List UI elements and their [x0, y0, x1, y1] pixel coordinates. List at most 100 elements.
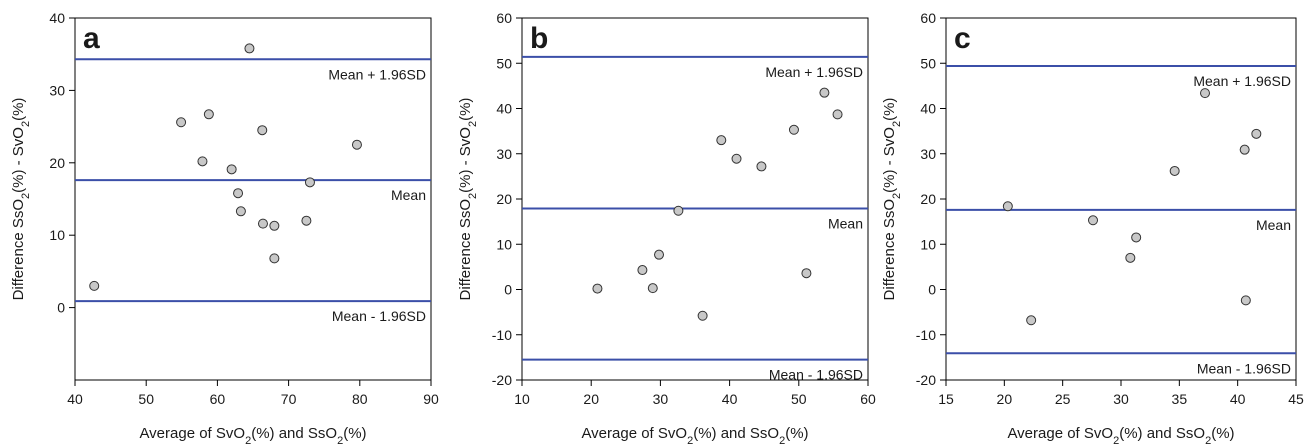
y-tick-label: 50: [920, 55, 936, 71]
x-tick-label: 30: [1113, 391, 1129, 407]
x-tick-label: 30: [653, 391, 669, 407]
data-point: [351, 139, 362, 150]
data-point: [801, 268, 812, 279]
y-tick-label: 20: [920, 191, 936, 207]
y-tick-label: -10: [492, 327, 512, 343]
x-tick-label: 50: [138, 391, 154, 407]
data-point: [1002, 201, 1013, 212]
y-tick-label: 40: [920, 101, 936, 117]
data-point: [697, 310, 708, 321]
x-tick-label: 70: [281, 391, 297, 407]
data-point: [1169, 165, 1180, 176]
data-point: [673, 205, 684, 216]
x-tick-label: 80: [352, 391, 368, 407]
x-tick-label: 90: [423, 391, 439, 407]
reference-line-label: Mean - 1.96SD: [769, 367, 863, 383]
reference-line-label: Mean: [1256, 217, 1291, 233]
data-point: [233, 188, 244, 199]
x-axis-title: Average of SvO2(%) and SsO2(%): [581, 425, 808, 446]
y-tick-label: -20: [916, 372, 936, 388]
data-point: [203, 109, 214, 120]
data-point: [197, 156, 208, 167]
y-tick-label: 60: [496, 10, 512, 26]
x-tick-label: 50: [791, 391, 807, 407]
x-tick-label: 40: [722, 391, 738, 407]
y-tick-label: 10: [920, 236, 936, 252]
reference-line-label: Mean - 1.96SD: [1197, 360, 1291, 376]
data-point: [592, 283, 603, 294]
data-point: [301, 215, 312, 226]
data-point: [244, 43, 255, 54]
data-point: [637, 265, 648, 276]
data-point: [176, 117, 187, 128]
reference-line-label: Mean + 1.96SD: [765, 64, 863, 80]
x-tick-label: 60: [210, 391, 226, 407]
chart-panel-b: 10 20 30 40 50 60 -20 -10 0 10 20 30 40 50 60 Mean + 1.…: [457, 10, 876, 446]
data-point: [1239, 144, 1250, 155]
x-tick-label: 25: [1055, 391, 1071, 407]
y-tick-label: 10: [496, 236, 512, 252]
x-tick-label: 60: [860, 391, 876, 407]
data-point: [832, 109, 843, 120]
x-tick-label: 35: [1172, 391, 1188, 407]
data-point: [788, 124, 799, 135]
data-point: [1125, 252, 1136, 263]
reference-line-label: Mean: [391, 187, 426, 203]
data-point: [304, 177, 315, 188]
data-point: [647, 283, 658, 294]
data-point: [1088, 215, 1098, 226]
panel-letter: c: [954, 22, 971, 55]
y-tick-label: 10: [49, 227, 65, 243]
data-point: [1240, 295, 1251, 306]
y-tick-label: -10: [916, 327, 936, 343]
data-point: [1026, 315, 1037, 326]
y-tick-label: 0: [928, 282, 936, 298]
x-tick-label: 15: [938, 391, 954, 407]
x-tick-label: 20: [997, 391, 1013, 407]
y-tick-label: 40: [496, 101, 512, 117]
reference-line-label: Mean + 1.96SD: [328, 66, 426, 82]
y-tick-label: 60: [920, 10, 936, 26]
y-tick-label: 30: [920, 146, 936, 162]
data-point: [257, 125, 268, 136]
x-tick-label: 40: [67, 391, 83, 407]
x-tick-label: 40: [1230, 391, 1246, 407]
x-tick-label: 45: [1288, 391, 1304, 407]
y-tick-label: 20: [49, 155, 65, 171]
reference-line-label: Mean: [828, 216, 863, 232]
data-point: [1200, 88, 1210, 99]
data-point: [226, 164, 237, 175]
data-point: [731, 153, 742, 164]
data-point: [257, 218, 268, 229]
data-point: [654, 249, 665, 260]
data-point: [235, 206, 246, 217]
y-axis-title: Difference SsO2(%) - SvO2(%): [457, 98, 479, 301]
data-point: [269, 220, 280, 231]
y-tick-label: -20: [492, 372, 512, 388]
y-axis-title: Difference SsO2(%) - SvO2(%): [10, 98, 32, 301]
data-point: [1131, 232, 1142, 243]
data-point: [1251, 128, 1262, 139]
data-point: [269, 253, 280, 264]
reference-line-label: Mean - 1.96SD: [332, 308, 426, 324]
y-tick-label: 30: [49, 82, 65, 98]
chart-panel-a: 40 50 60 70 80 90 0 10 20 30 40 Mean + 1.96SD Mean Me…: [10, 10, 439, 446]
data-point: [819, 87, 830, 98]
data-point: [716, 135, 727, 146]
reference-line-label: Mean + 1.96SD: [1193, 73, 1291, 89]
x-tick-label: 20: [583, 391, 599, 407]
data-point: [756, 161, 767, 172]
chart-panel-c: 15 20 25 30 35 40 45 -20 -10 0 10 20 30 40 50 60 Mean + …: [881, 10, 1304, 446]
y-tick-label: 40: [49, 10, 65, 26]
x-axis-title: Average of SvO2(%) and SsO2(%): [1007, 425, 1234, 446]
data-point: [89, 280, 100, 291]
panel-letter: a: [83, 22, 100, 55]
y-tick-label: 50: [496, 55, 512, 71]
y-tick-label: 0: [504, 282, 512, 298]
x-tick-label: 10: [514, 391, 530, 407]
y-axis-title: Difference SsO2(%) - SvO2(%): [881, 98, 903, 301]
panel-letter: b: [530, 22, 548, 55]
plot-frame: [74, 17, 432, 381]
y-tick-label: 0: [57, 300, 65, 316]
